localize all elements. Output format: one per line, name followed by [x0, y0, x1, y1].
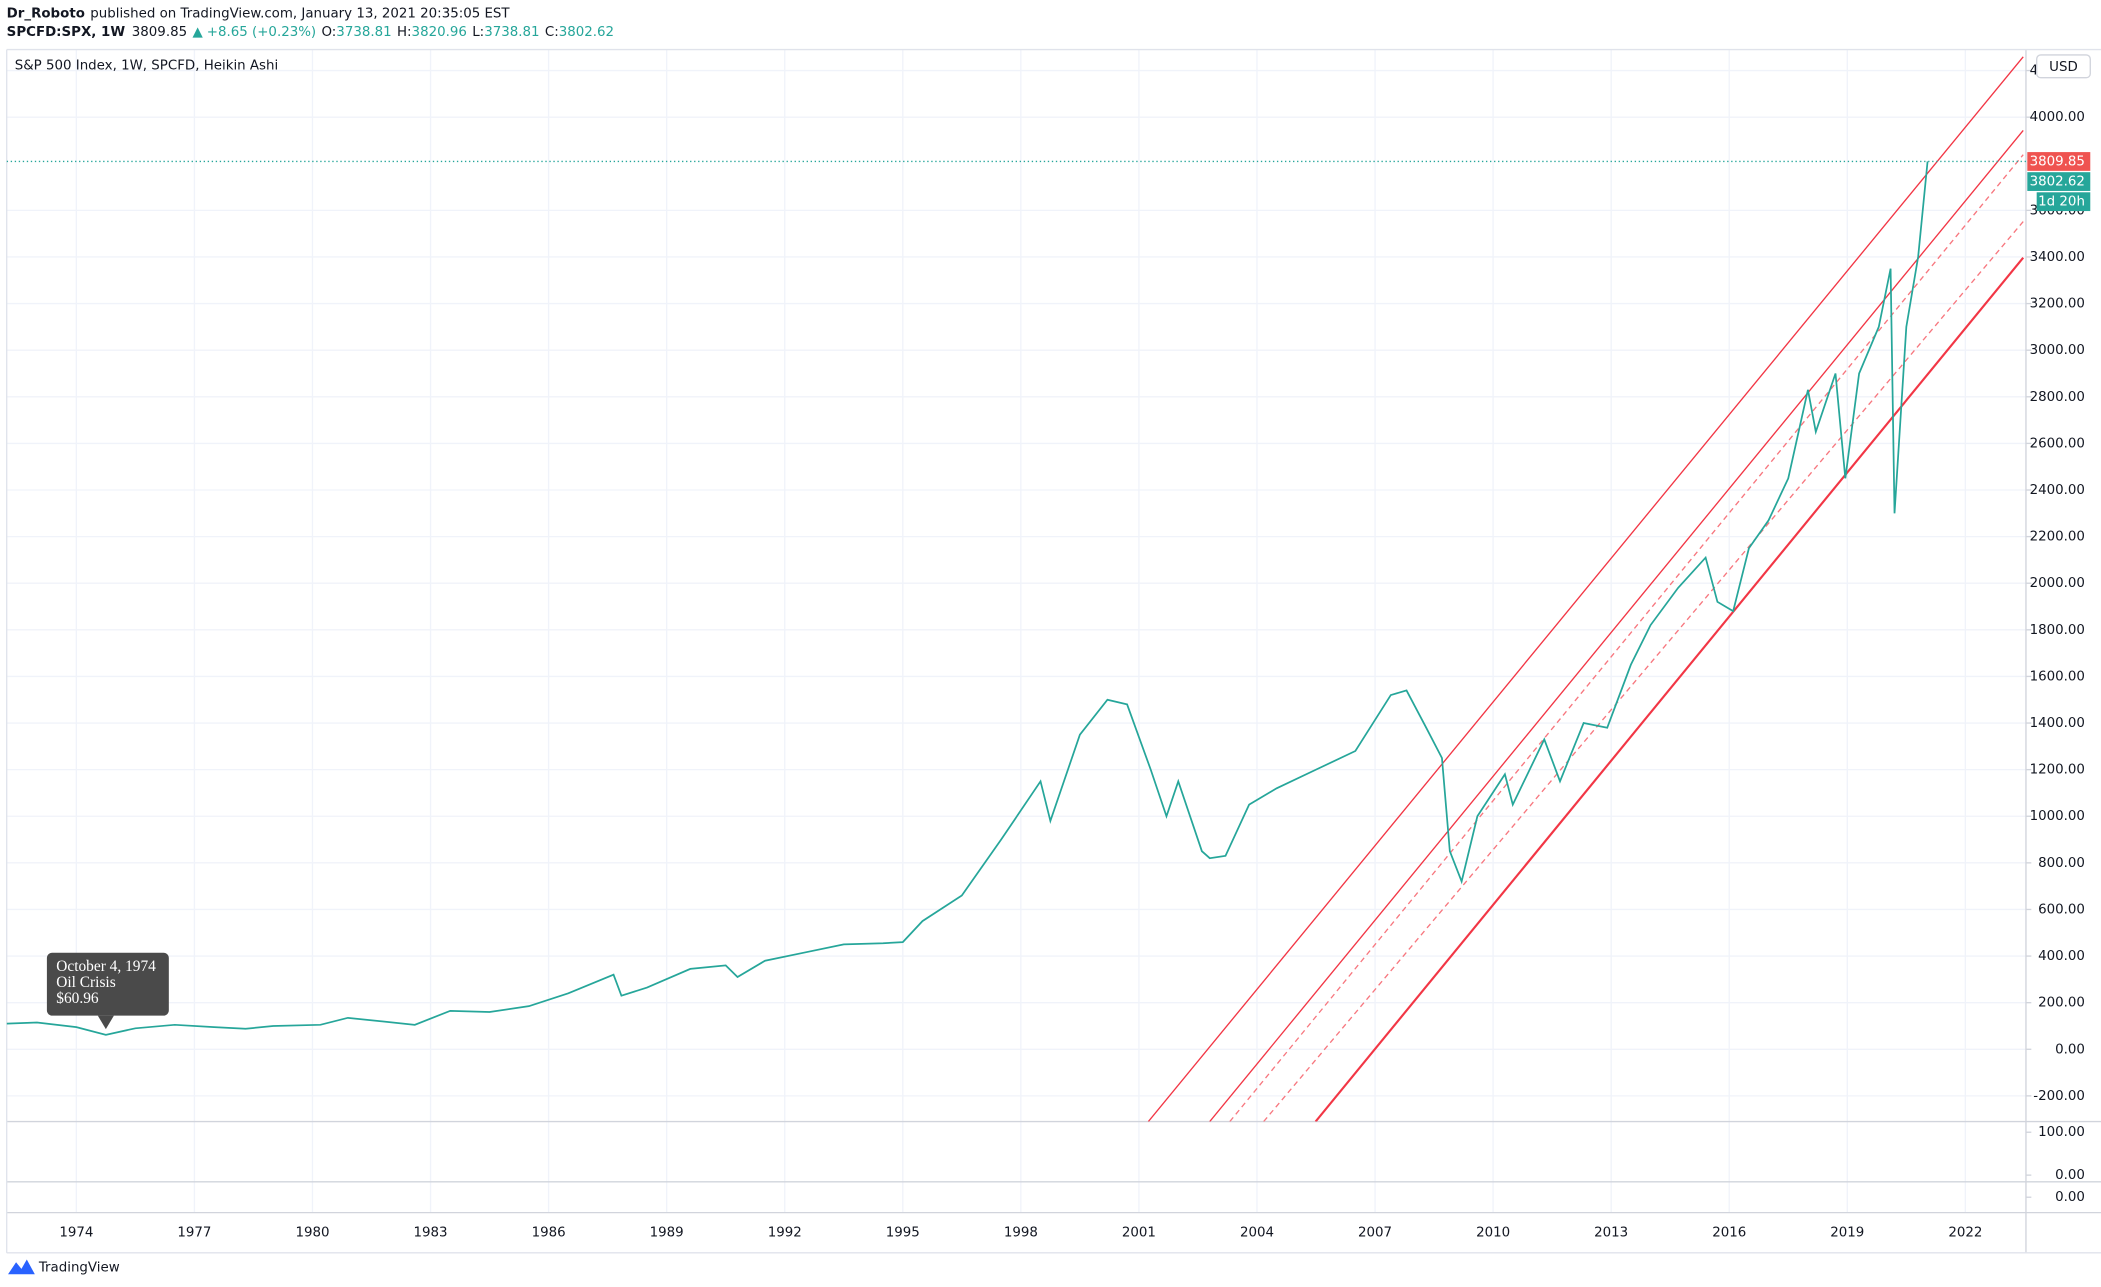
y-tick-label: 800.00 — [2038, 856, 2085, 871]
x-tick-label: 1998 — [1004, 1226, 1038, 1241]
pane-tick-label: 0.00 — [2055, 1190, 2085, 1205]
channel-line — [1209, 130, 2024, 1122]
x-tick-label: 2004 — [1240, 1226, 1274, 1241]
y-tick-label: 2800.00 — [2030, 390, 2085, 405]
y-tick-label: 3200.00 — [2030, 297, 2085, 312]
logo-mark — [8, 1259, 35, 1275]
ohlc-label: O: — [322, 25, 337, 40]
y-tick-label: 1000.00 — [2030, 809, 2085, 824]
ohlc-value: 3738.81 — [336, 25, 391, 40]
x-tick-label: 1989 — [650, 1226, 684, 1241]
x-tick-label: 2001 — [1122, 1226, 1156, 1241]
channel-line — [1263, 221, 2024, 1122]
currency[interactable]: USD — [2049, 60, 2078, 75]
x-tick-label: 1983 — [414, 1226, 448, 1241]
callout-date: October 4, 1974 — [56, 958, 156, 975]
y-tick-label: 3000.00 — [2030, 343, 2085, 358]
x-tick-label: 1974 — [59, 1226, 93, 1241]
logo: TradingView — [8, 1259, 120, 1276]
symbol-line: SPCFD:SPX, 1W 3809.85 ▲ +8.65 (+0.23%) O:373… — [7, 25, 614, 40]
x-tick-label: 1992 — [768, 1226, 802, 1241]
close-label: 3802.62 — [2030, 175, 2085, 190]
y-tick-label: 4000.00 — [2030, 110, 2085, 125]
y-tick-label: 2000.00 — [2030, 576, 2085, 591]
y-tick-label: 200.00 — [2038, 996, 2085, 1011]
currency-button[interactable] — [2036, 54, 2091, 79]
ohlc-value: 3802.62 — [559, 25, 614, 40]
x-tick-label: 1980 — [295, 1226, 329, 1241]
header-line: Dr_Roboto published on TradingView.com, J… — [7, 6, 511, 21]
callout-box — [46, 952, 169, 1016]
pane-tick-label: 0.00 — [2055, 1168, 2085, 1183]
y-tick-label: -200.00 — [2033, 1089, 2085, 1104]
ohlc-label: L: — [472, 25, 484, 40]
callout-pointer — [97, 1015, 114, 1030]
channel-line — [1229, 154, 2024, 1122]
x-tick-label: 2016 — [1712, 1226, 1746, 1241]
annotation: October 4, 1974 Oil Crisis $60.96 — [46, 952, 169, 1030]
x-tick-label: 2022 — [1948, 1226, 1982, 1241]
axis-labels: 1974 1977 1980 1983 1986 1989 1992 1995 1998 2001… — [59, 64, 2091, 1241]
y-tick-label: 600.00 — [2038, 902, 2085, 917]
countdown-label: 1d 20h — [2038, 195, 2085, 210]
published: published on TradingView.com, January 13… — [90, 6, 510, 21]
y-tick-label: 400.00 — [2038, 949, 2085, 964]
y-tick-label: 1200.00 — [2030, 763, 2085, 778]
ohlc-label: H: — [397, 25, 412, 40]
y-tick-label: 2200.00 — [2030, 530, 2085, 545]
x-tick-label: 2010 — [1476, 1226, 1510, 1241]
x-tick-label: 2019 — [1830, 1226, 1864, 1241]
x-tick-label: 1977 — [177, 1226, 211, 1241]
change: +8.65 (+0.23%) — [207, 25, 316, 40]
y-tick-label: 2400.00 — [2030, 483, 2085, 498]
channel-line — [1314, 256, 2025, 1122]
ohlc-label: C: — [545, 25, 559, 40]
close-box — [2027, 172, 2091, 191]
ohlc: O:3738.81 H:3820.96 L:3738.81 C:3802.62 — [322, 25, 615, 40]
symbol: SPCFD:SPX, 1W — [7, 25, 126, 40]
x-tick-label: 2007 — [1358, 1226, 1392, 1241]
price-line — [6, 161, 1929, 1036]
x-tick-label: 2013 — [1594, 1226, 1628, 1241]
grid — [6, 49, 2026, 1213]
channel-line — [1147, 56, 2024, 1122]
y-tick-label: 0.00 — [2055, 1042, 2085, 1057]
y-tick-label: 2600.00 — [2030, 436, 2085, 451]
y-tick-label: 3400.00 — [2030, 250, 2085, 265]
y-tick-label: 1800.00 — [2030, 623, 2085, 638]
change-arrow: ▲ — [192, 25, 203, 40]
x-tick-label: 1995 — [886, 1226, 920, 1241]
callout-price: $60.96 — [56, 990, 99, 1007]
callout-text: Oil Crisis — [56, 974, 115, 991]
chart-title: S&P 500 Index, 1W, SPCFD, Heikin Ashi — [15, 59, 278, 74]
last-price-label: 3809.85 — [2030, 154, 2085, 169]
brand: TradingView — [38, 1261, 120, 1276]
author: Dr_Roboto — [7, 6, 85, 21]
last-price: 3809.85 — [132, 25, 187, 40]
countdown-box — [2036, 192, 2091, 212]
ohlc-value: 3820.96 — [412, 25, 467, 40]
y-tick-label: 1400.00 — [2030, 716, 2085, 731]
ohlc-value: 3738.81 — [484, 25, 539, 40]
plot — [6, 56, 2026, 1122]
last-price-box — [2027, 152, 2091, 171]
x-tick-label: 1986 — [532, 1226, 566, 1241]
y-tick-label: 1600.00 — [2030, 669, 2085, 684]
pane-tick-label: 100.00 — [2038, 1125, 2085, 1140]
